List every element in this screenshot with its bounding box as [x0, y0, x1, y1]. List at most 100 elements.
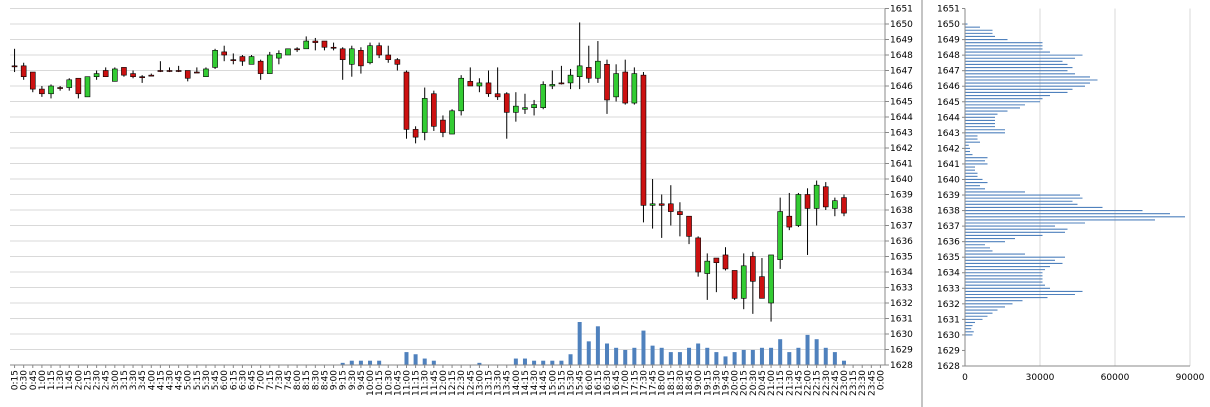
volume-bar: [368, 360, 373, 365]
candle-body: [84, 76, 91, 98]
time-tick-label: 18:00: [658, 370, 668, 396]
time-tick-label: 1:30: [56, 370, 66, 390]
price-tick-label: 1630: [890, 330, 913, 340]
price-tick-label: 1643: [890, 129, 913, 139]
profile-x-tick-label: 30000: [1026, 373, 1055, 383]
time-tick-label: 1:00: [38, 370, 48, 390]
volume-bar: [805, 334, 810, 365]
time-tick-label: 8:45: [320, 370, 330, 390]
candle-body: [194, 71, 200, 74]
time-tick-label: 2:30: [93, 370, 103, 390]
candle-body: [640, 74, 647, 206]
profile-y-tick-label: 1645: [937, 98, 960, 108]
volume-bar: [696, 343, 701, 365]
candle-body: [768, 254, 774, 304]
time-tick-label: 9:45: [357, 370, 367, 390]
time-tick-label: 11:45: [430, 370, 440, 396]
time-tick-label: 9:00: [330, 370, 340, 390]
candle-body: [503, 93, 510, 113]
time-tick-label: 18:45: [685, 370, 695, 396]
candle-body: [121, 67, 127, 76]
time-tick-label: 7:45: [284, 370, 294, 390]
price-tick-label: 1629: [890, 346, 913, 356]
time-tick-label: 10:45: [393, 370, 403, 396]
time-tick-label: 13:00: [475, 370, 485, 396]
candle-body: [649, 203, 656, 206]
volume-bar: [841, 360, 846, 365]
candle-body: [804, 194, 811, 209]
volume-bar: [559, 360, 564, 365]
time-tick-label: 1:15: [47, 370, 57, 390]
time-tick-label: 4:15: [156, 370, 166, 390]
time-tick-label: 8:15: [302, 370, 312, 390]
candle-body: [376, 45, 382, 56]
candle-body: [66, 79, 73, 88]
volume-bar: [796, 347, 801, 365]
time-tick-label: 2:00: [74, 370, 84, 390]
candle-body: [467, 81, 474, 87]
time-tick-label: 11:30: [421, 370, 431, 396]
candle-body: [595, 60, 601, 79]
time-tick-label: 17:15: [630, 370, 640, 396]
time-tick-label: 23:15: [849, 370, 859, 396]
time-tick-label: 6:45: [248, 370, 258, 390]
candle-body: [48, 85, 54, 95]
candle-body: [841, 197, 847, 214]
time-tick-label: 2:15: [83, 370, 93, 390]
candle-body: [203, 68, 209, 77]
candle-body: [540, 84, 547, 108]
candle-body: [93, 73, 100, 77]
time-tick-label: 11:00: [402, 370, 412, 396]
price-tick-label: 1631: [890, 315, 913, 325]
volume-bar: [741, 349, 746, 365]
volume-bar: [605, 343, 610, 365]
candle-body: [576, 65, 583, 77]
price-tick-label: 1642: [890, 144, 913, 154]
time-tick-label: 8:30: [311, 370, 321, 390]
candle-body: [713, 257, 720, 263]
candle-body: [184, 70, 191, 79]
profile-y-tick-label: 1648: [937, 51, 960, 61]
price-chart-gridlines: [10, 8, 885, 366]
candle-body: [759, 276, 765, 299]
candle-body: [130, 73, 136, 77]
candle-body: [686, 215, 692, 237]
candle-body: [212, 50, 218, 68]
time-tick-label: 3:15: [120, 370, 130, 390]
volume-bar: [668, 352, 673, 365]
candle-body: [822, 186, 829, 208]
price-tick-label: 1635: [890, 253, 913, 263]
candle-body: [339, 48, 346, 60]
time-tick-label: 13:45: [503, 370, 513, 396]
volume-bar: [759, 347, 764, 365]
time-tick-label: 15:30: [567, 370, 577, 396]
profile-y-tick-label: 1649: [937, 36, 960, 46]
candle-body: [777, 211, 783, 260]
price-tick-label: 1637: [890, 222, 913, 232]
time-tick-label: 20:30: [749, 370, 759, 396]
profile-y-tick-label: 1632: [937, 300, 960, 310]
candle-body: [522, 107, 528, 110]
price-tick-label: 1628: [890, 361, 913, 371]
price-tick-label: 1636: [890, 237, 913, 247]
price-tick-label: 1646: [890, 82, 913, 92]
time-tick-label: 15:15: [557, 370, 567, 396]
candle-body: [139, 76, 145, 78]
candle-body: [786, 215, 793, 228]
candle-body: [431, 93, 437, 127]
volume-bar: [823, 347, 828, 365]
time-tick-label: 14:00: [512, 370, 522, 396]
time-tick-label: 10:15: [375, 370, 385, 396]
candle-body: [494, 93, 501, 98]
time-tick-label: 21:15: [776, 370, 786, 396]
volume-bar: [522, 358, 527, 365]
time-tick-label: 12:45: [466, 370, 476, 396]
price-tick-label: 1648: [890, 51, 913, 61]
time-tick-label: 22:15: [813, 370, 823, 396]
time-tick-label: 13:30: [494, 370, 504, 396]
candle-body: [166, 70, 173, 72]
profile-y-tick-label: 1635: [937, 253, 960, 263]
profile-y-tick-label: 1639: [937, 191, 960, 201]
candle-body: [440, 119, 446, 133]
volume-bar: [714, 352, 719, 365]
